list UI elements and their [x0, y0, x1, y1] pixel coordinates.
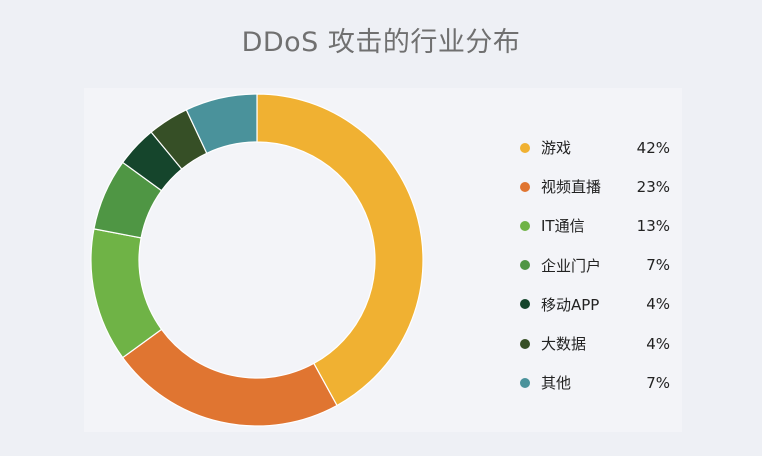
legend-swatch: [520, 142, 530, 153]
legend-swatch: [520, 220, 530, 231]
legend-item: 大数据 4%: [520, 324, 670, 363]
donut-slice-2: [121, 328, 338, 427]
donut-slice-7: [185, 93, 258, 155]
legend-item: 移动APP 4%: [520, 285, 670, 324]
legend-label: 企业门户: [541, 256, 602, 275]
legend-value: 7%: [646, 256, 670, 275]
legend-label: 游戏: [541, 139, 572, 158]
legend-item: 企业门户 7%: [520, 246, 670, 285]
legend-value: 23%: [636, 177, 670, 196]
legend-value: 13%: [636, 216, 670, 235]
legend-item: 游戏 42%: [520, 128, 670, 167]
legend-value: 42%: [636, 138, 670, 157]
legend-value: 7%: [646, 373, 670, 392]
legend-swatch: [520, 181, 530, 192]
legend-value: 4%: [646, 295, 670, 314]
legend-item: IT通信 13%: [520, 206, 670, 245]
legend-label: 视频直播: [541, 178, 602, 197]
legend-swatch: [520, 299, 530, 310]
legend-label: 移动APP: [541, 295, 600, 314]
legend-swatch: [520, 338, 530, 349]
legend-label: IT通信: [541, 217, 585, 236]
legend-item: 视频直播 23%: [520, 167, 670, 206]
donut-slice-1: [256, 93, 424, 407]
legend-label: 其他: [541, 374, 572, 393]
legend-value: 4%: [646, 334, 670, 353]
legend-item: 其他 7%: [520, 363, 670, 402]
legend-swatch: [520, 377, 530, 388]
legend-label: 大数据: [541, 335, 587, 354]
chart-title: DDoS 攻击的行业分布: [241, 27, 521, 58]
legend: 游戏 42% 视频直播 23% IT通信 13% 企业门户 7% 移动APP 4% 大数据 4% 其他 7…: [520, 128, 670, 402]
legend-swatch: [520, 260, 530, 271]
